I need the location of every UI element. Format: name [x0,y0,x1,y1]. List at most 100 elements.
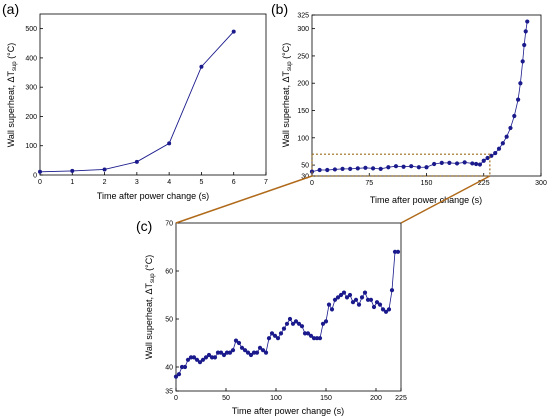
data-point [496,146,502,151]
series-line [175,251,398,377]
zoom-region-box [311,153,491,177]
data-point [185,357,191,362]
panel-label: (a) [2,1,19,17]
x-tick-label: 150 [421,180,433,187]
data-point [308,333,314,338]
data-point [368,297,374,302]
data-point [70,168,75,173]
data-point [173,374,179,379]
data-point [320,321,326,326]
y-tick-label: 300 [25,85,37,92]
x-tick-label: 0 [174,395,178,402]
data-point [224,350,230,355]
data-point [520,59,525,64]
data-point [245,350,251,355]
data-point [231,29,236,34]
data-point [504,134,509,139]
data-point [474,161,479,167]
data-point [508,125,513,131]
data-point [281,326,287,331]
y-axis-label: Wall superheat, ΔTsup (°C) [6,43,18,148]
data-point [209,355,215,360]
data-point [362,290,368,295]
data-point [340,166,345,172]
x-tick-label: 75 [365,180,373,187]
data-point [383,309,389,314]
x-tick-label: 6 [232,179,236,186]
data-point [272,333,278,338]
y-tick-label: 35 [165,389,173,396]
data-point [363,165,368,170]
x-tick-label: 7 [264,179,268,186]
data-point [347,292,353,298]
y-axis-label: Wall superheat, ΔTsup (°C) [281,43,293,148]
data-point [416,165,421,170]
data-point [263,350,269,355]
data-point [512,113,517,119]
panel-label: (c) [136,218,152,234]
y-axis-label-sub: sup [150,273,156,283]
x-tick-label: 3 [135,179,139,186]
data-point [179,364,185,370]
data-point [248,352,254,358]
x-tick-label: 4 [167,179,171,186]
data-point [377,302,383,307]
data-point [481,158,486,163]
data-point [378,166,383,172]
panel-c: (c) 0 50 100 150 200 225 35 40 50 60 70 Time after p… [136,218,407,416]
data-point [355,166,360,171]
data-point [500,141,505,146]
y-axis-label-unit: (°C) [6,43,16,62]
data-point [374,300,380,305]
data-point [344,295,350,300]
panel-b: (b) 0 75 150 225 300 30 50 100 150 200 250 300 325 Tim… [271,1,547,205]
plot-frame [39,13,267,176]
data-point [447,160,452,166]
data-point [176,372,182,377]
data-point [325,167,330,173]
data-point [230,348,236,353]
data-point [341,290,347,295]
data-point [269,331,275,336]
y-tick-label: 150 [297,108,309,115]
series-line [39,31,235,173]
data-point [314,336,320,341]
y-axis-label-main: Wall superheat, ΔT [6,71,16,148]
data-point [188,355,194,360]
data-point [470,161,475,166]
data-point [239,345,245,350]
data-point [338,292,344,298]
data-point [200,357,206,362]
y-tick-label: 0 [33,173,37,180]
data-point [332,167,337,172]
data-point [305,331,311,336]
x-tick-label: 150 [320,395,332,402]
data-point [194,357,200,362]
data-point [215,350,221,355]
data-point [365,297,371,302]
data-point [233,338,239,343]
data-point [284,321,290,326]
series-line [311,21,528,173]
data-point [477,162,483,167]
data-point [191,355,197,360]
x-tick-label: 1 [70,179,74,186]
data-point [409,164,414,169]
x-tick-label: 0 [38,179,42,186]
zoom-connector-right [400,175,491,224]
data-point [236,340,242,346]
data-point [275,336,281,341]
data-point [386,307,392,312]
data-point [167,141,172,146]
x-tick-label: 200 [370,395,382,402]
data-point [380,307,386,312]
data-point [317,336,323,341]
y-axis-label-unit: (°C) [281,43,291,62]
x-tick-label: 5 [199,179,203,186]
data-point [392,249,398,254]
x-tick-label: 0 [310,180,314,187]
data-point [203,355,209,360]
data-point [212,355,218,360]
y-tick-label: 400 [25,55,37,62]
